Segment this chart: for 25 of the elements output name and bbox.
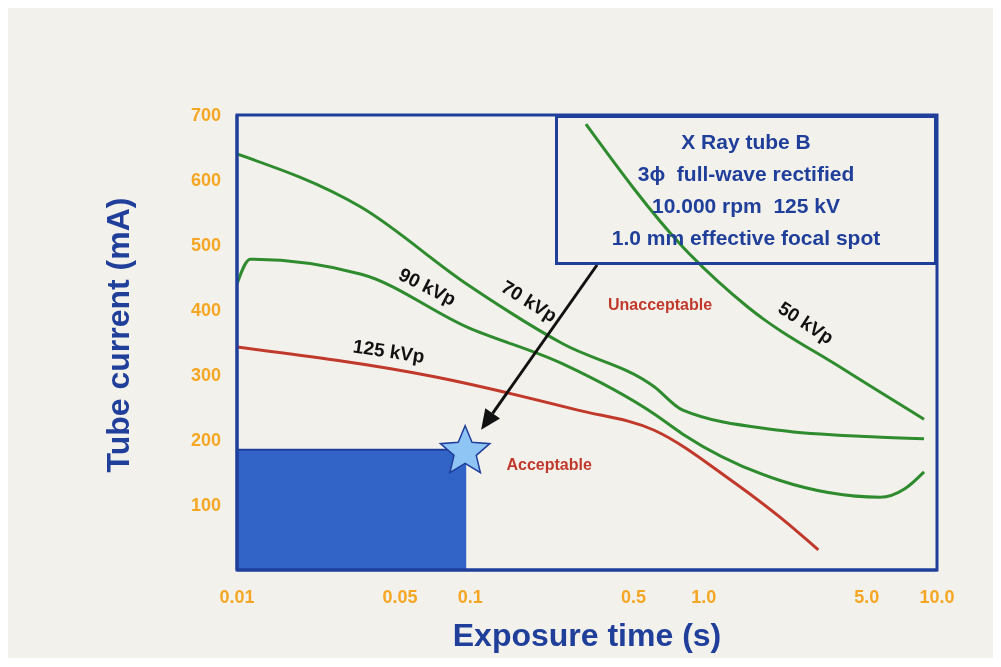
x-tick-label: 0.01 — [219, 586, 255, 607]
annotation: X Ray tube B — [681, 129, 811, 155]
annotation: Unacceptable — [608, 296, 713, 314]
x-tick-label: 5.0 — [854, 586, 880, 607]
x-tick-label: 0.5 — [620, 586, 646, 607]
x-tick-label: 0.1 — [457, 586, 483, 607]
annotation: 3ϕ full-wave rectified — [637, 161, 855, 187]
y-tick-label: 500 — [190, 235, 221, 256]
y-tick-label: 200 — [190, 430, 221, 451]
x-axis-title: Exposure time (s) — [452, 617, 722, 653]
x-tick-label: 0.05 — [382, 586, 418, 607]
annotation: 10.000 rpm 125 kV — [652, 193, 840, 219]
y-tick-label: 300 — [190, 365, 221, 386]
x-tick-label: 10.0 — [919, 586, 955, 607]
annotation: Acceptable — [506, 455, 592, 473]
text: 90 kVp — [395, 263, 460, 310]
y-tick-label: 100 — [190, 495, 221, 516]
y-tick-label: 600 — [190, 170, 221, 191]
text: 50 kVp — [774, 297, 838, 349]
y-tick-label: 700 — [190, 105, 221, 126]
x-tick-label: 1.0 — [691, 586, 717, 607]
text: 125 kVp — [351, 335, 426, 367]
text: 70 kVp — [497, 276, 561, 327]
y-tick-label: 400 — [190, 300, 221, 321]
y-axis-title: Tube current (mA) — [100, 197, 137, 473]
